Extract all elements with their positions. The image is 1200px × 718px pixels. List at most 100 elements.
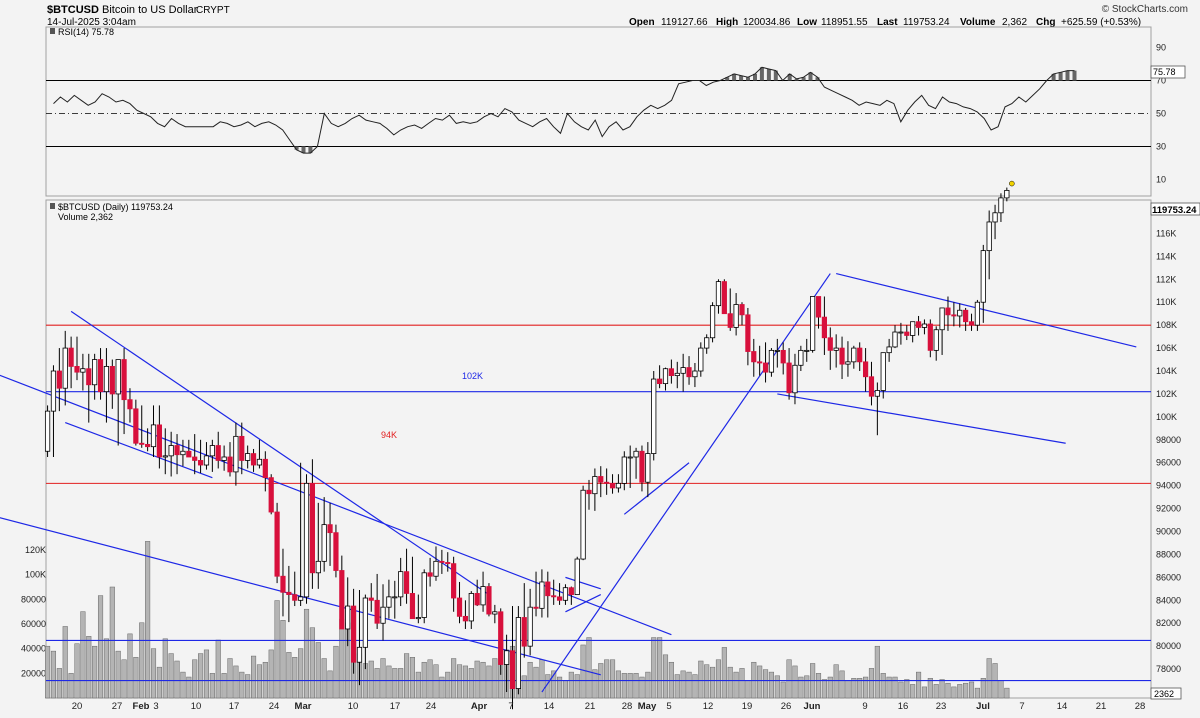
volume-bar: [839, 670, 845, 699]
candle-down: [121, 359, 127, 401]
rsi-legend-swatch: [50, 28, 55, 34]
volume-bar: [80, 611, 86, 699]
rsi-tick-label: 50: [1156, 109, 1166, 119]
candle-down: [451, 563, 457, 599]
volume-bar: [209, 673, 215, 699]
volume-bar: [627, 673, 633, 699]
candle-down: [951, 314, 957, 317]
rsi-tick-label: 90: [1156, 43, 1166, 53]
volume-bar: [774, 675, 780, 699]
candle-down: [156, 424, 162, 458]
date-label: 17: [390, 701, 401, 712]
last-price-marker: [1009, 180, 1015, 187]
candle-down: [274, 511, 280, 577]
candle-down: [509, 650, 516, 689]
candle-down: [739, 304, 745, 316]
volume-bar: [303, 608, 310, 699]
date-label: Feb: [133, 701, 150, 712]
volume-tick-label: 20000: [21, 668, 46, 678]
candle-down: [145, 443, 151, 448]
candle-down: [721, 281, 727, 315]
candle-up: [998, 197, 1004, 214]
candle-up: [245, 453, 251, 461]
date-label: 26: [781, 701, 792, 712]
candle-down: [757, 361, 763, 364]
volume-bar: [445, 671, 451, 699]
candle-up: [539, 581, 545, 609]
volume-bar: [92, 645, 98, 699]
candle-up: [92, 359, 98, 386]
price-tick-label: 88000: [1156, 549, 1181, 559]
volume-bar: [574, 674, 580, 699]
volume-bar: [827, 676, 833, 699]
candle-down: [545, 581, 551, 597]
candle-up: [492, 611, 498, 615]
copyright: © StockCharts.com: [1102, 4, 1188, 15]
volume-bar: [174, 660, 180, 699]
volume-tick-label: 40000: [21, 644, 46, 654]
candle-down: [968, 321, 975, 326]
volume-bar: [280, 620, 286, 699]
candle-up: [398, 571, 404, 598]
candle-down: [97, 359, 104, 393]
candle-up: [256, 458, 263, 466]
volume-tag: 2362: [1154, 689, 1174, 699]
date-label: 7: [1019, 701, 1024, 712]
volume-bar: [103, 638, 109, 699]
date-label: 10: [191, 701, 202, 712]
candle-down: [857, 347, 863, 363]
volume-bar: [533, 666, 539, 699]
candle-up: [386, 596, 392, 608]
volume-bar: [939, 679, 945, 699]
volume-bar: [168, 653, 174, 699]
candle-up: [698, 347, 704, 372]
price-tick-label: 96000: [1156, 458, 1181, 468]
volume-bar: [392, 668, 398, 699]
volume-bar: [45, 645, 51, 699]
high-label: High: [716, 17, 738, 28]
candle-down: [74, 366, 80, 373]
volume-bar: [192, 659, 198, 699]
candle-up: [433, 560, 439, 577]
candle-up: [939, 307, 945, 331]
volume-bars: [45, 541, 1010, 699]
candle-down: [339, 570, 345, 630]
rsi-overbought-fill: [725, 67, 1077, 81]
volume-bar: [97, 595, 104, 699]
candle-up: [80, 368, 86, 373]
volume-bar: [239, 671, 245, 699]
low-label: Low: [797, 17, 817, 28]
candle-down: [668, 368, 674, 376]
volume-bar: [380, 658, 386, 699]
horizontal-levels: [46, 324, 1151, 682]
last-label: Last: [877, 17, 898, 28]
candle-down: [186, 450, 192, 458]
volume-bar: [874, 645, 880, 699]
candle-down: [374, 599, 380, 624]
volume-bar: [186, 676, 192, 699]
volume-bar: [268, 649, 274, 699]
candle-down: [839, 347, 845, 365]
date-label: 14: [544, 701, 555, 712]
candle-up: [921, 323, 928, 328]
trendline: [623, 462, 690, 515]
candle-down: [862, 361, 869, 378]
candle-up: [356, 646, 363, 663]
candle-up: [709, 305, 716, 339]
candle-up: [733, 304, 739, 328]
date-label: 3: [153, 701, 158, 712]
volume-bar: [692, 674, 698, 699]
volume-bar: [757, 665, 763, 699]
date-label: 9: [862, 701, 867, 712]
candle-down: [192, 456, 198, 461]
open-label: Open: [629, 17, 655, 28]
rsi-panel: [45, 26, 1152, 197]
candle-up: [50, 370, 57, 412]
volume-bar: [933, 684, 939, 699]
date-label: 12: [703, 701, 714, 712]
date-label: 24: [426, 701, 437, 712]
volume-bar: [203, 649, 210, 699]
candle-up: [804, 349, 810, 352]
volume-bar: [333, 645, 339, 699]
